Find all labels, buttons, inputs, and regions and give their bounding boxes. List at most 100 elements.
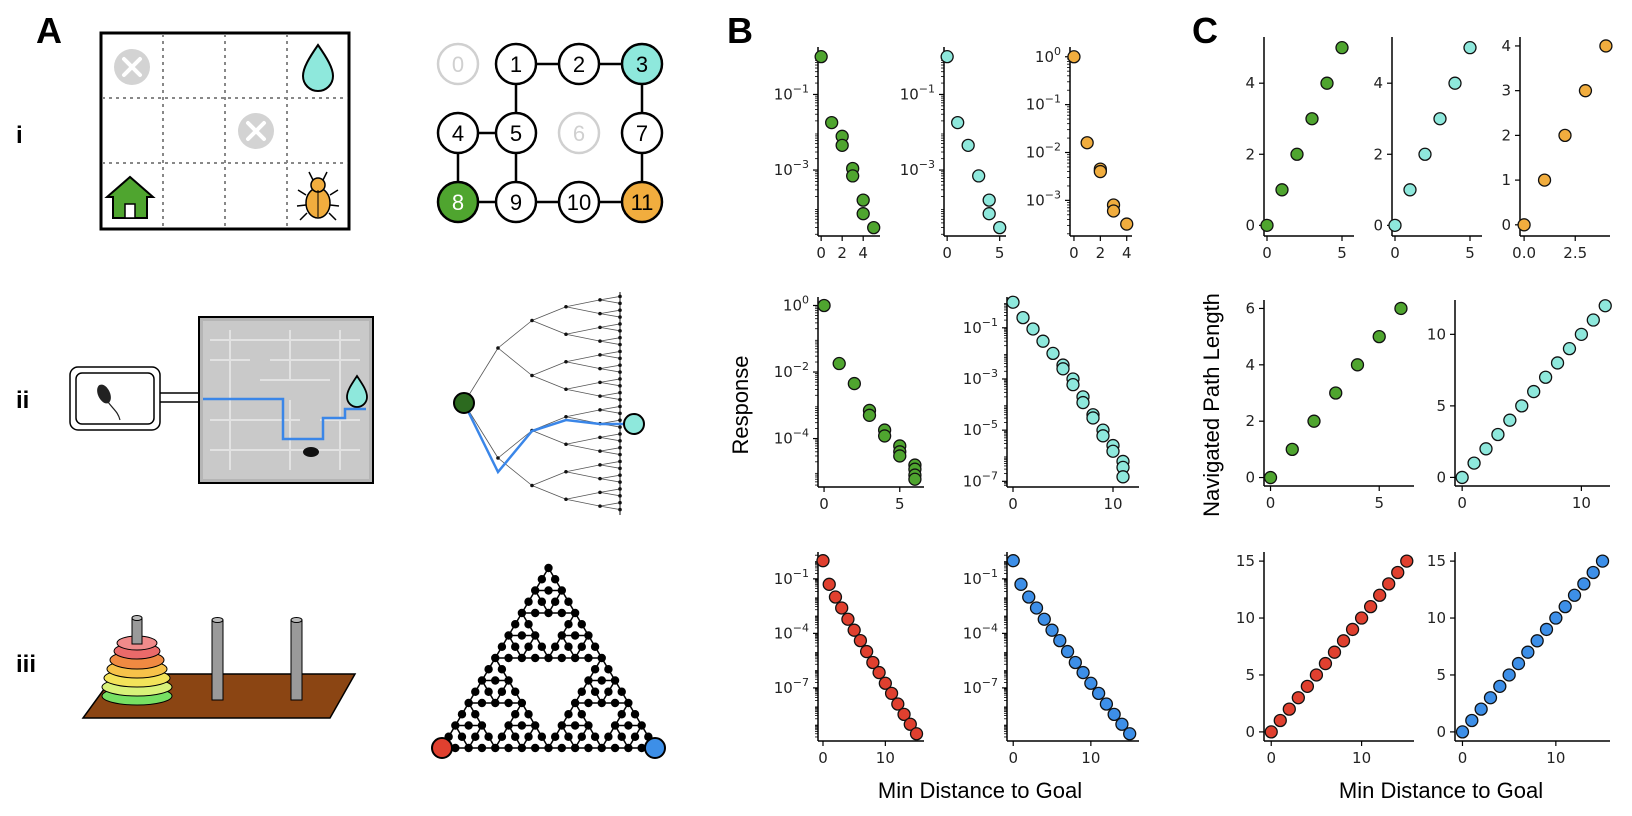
sierpinski-node xyxy=(511,687,520,696)
sierpinski-node xyxy=(584,743,593,753)
sierpinski-node xyxy=(557,586,567,595)
y-tick-label: 10−1 xyxy=(900,82,935,103)
panel-label-b: B xyxy=(727,10,753,51)
data-point xyxy=(1291,691,1305,705)
data-point xyxy=(1022,590,1036,604)
y-tick-label: 2 xyxy=(1245,145,1255,163)
y-tick-label: 10−4 xyxy=(963,621,998,642)
sierpinski-node xyxy=(464,698,473,708)
sierpinski-node xyxy=(537,597,547,606)
data-point xyxy=(1318,656,1333,671)
tree-edge xyxy=(531,471,567,486)
sierpinski-node xyxy=(564,642,573,651)
tree-edge xyxy=(531,485,567,500)
data-point xyxy=(1483,691,1498,705)
x-tick-label: 4 xyxy=(1122,244,1132,262)
panel-label-a: A xyxy=(36,10,62,51)
data-point xyxy=(1577,577,1591,591)
sierpinski-node xyxy=(637,743,646,753)
data-point xyxy=(1558,600,1572,614)
sierpinski-node xyxy=(617,732,626,741)
tree-node xyxy=(598,449,602,453)
graph-node-label: 11 xyxy=(631,190,654,215)
tree-edge xyxy=(565,471,601,480)
sierpinski-node xyxy=(590,732,600,741)
b-ylabel: Response xyxy=(728,355,753,454)
data-point xyxy=(1455,725,1470,739)
y-tick-label: 0 xyxy=(1436,468,1446,486)
data-point xyxy=(1053,633,1067,648)
tree-node xyxy=(496,456,500,460)
data-point xyxy=(1067,50,1081,64)
sierpinski-node xyxy=(624,698,633,708)
sierpinski-node xyxy=(530,653,540,663)
tree-edge xyxy=(497,347,533,376)
charts: 0 2 410−110−30 510−110−30 2 410010−110−210−30… xyxy=(774,37,1613,767)
graph-node-label: 1 xyxy=(510,52,522,77)
graph-node xyxy=(494,180,538,224)
tree-node xyxy=(564,414,568,419)
tree-node xyxy=(598,353,602,357)
data-point xyxy=(856,193,870,207)
data-point xyxy=(1037,612,1051,626)
y-tick-label: 3 xyxy=(1501,82,1511,100)
sierpinski-goal-node xyxy=(644,737,666,759)
sierpinski-node xyxy=(557,631,567,640)
sierpinski-node xyxy=(464,743,473,753)
blocked-icon xyxy=(238,113,274,149)
data-point xyxy=(1123,727,1137,741)
sierpinski-node xyxy=(511,710,520,719)
tree-edge xyxy=(565,361,601,370)
sierpinski-node xyxy=(464,721,473,730)
data-point xyxy=(1433,112,1447,126)
data-point xyxy=(908,472,922,486)
y-tick-label: 15 xyxy=(1236,552,1255,570)
data-point xyxy=(1502,668,1516,682)
sierpinski-node xyxy=(471,710,480,719)
blocked-icon xyxy=(114,49,150,85)
sierpinski-node xyxy=(517,608,527,618)
tree-edge xyxy=(599,351,621,356)
sierpinski-node xyxy=(577,687,586,696)
sierpinski-node xyxy=(537,575,547,584)
sierpinski-node xyxy=(524,597,533,606)
sierpinski-node xyxy=(557,721,567,730)
data-point xyxy=(1586,313,1600,327)
chart-B-iii-1: 0 10 10−1 10−4 10−7 xyxy=(963,552,1139,767)
tree-edge xyxy=(599,433,621,438)
row-label-i: i xyxy=(16,122,23,149)
sierpinski-node xyxy=(564,597,573,606)
y-tick-label: 4 xyxy=(1245,74,1255,92)
tree-edge xyxy=(599,378,621,383)
data-point xyxy=(1599,39,1613,53)
x-tick-label: 2 xyxy=(1096,244,1106,262)
chart-B-i-2: 0 2 4 100 10−1 10−2 10−3 xyxy=(1026,45,1134,262)
data-point xyxy=(1307,414,1321,428)
data-point xyxy=(1086,411,1100,425)
data-point xyxy=(1327,645,1342,659)
y-tick-label: 15 xyxy=(1427,552,1446,570)
data-point xyxy=(903,717,917,731)
graph-node xyxy=(620,111,664,155)
graph-node xyxy=(620,180,664,224)
x-tick-label: 2 xyxy=(837,244,847,262)
x-tick-label: 2.5 xyxy=(1563,244,1587,262)
sierpinski-node xyxy=(564,620,573,629)
sierpinski-node xyxy=(544,743,553,753)
data-point xyxy=(1345,622,1360,637)
data-point xyxy=(1491,427,1505,442)
sierpinski-node xyxy=(511,620,520,629)
x-tick-label: 0 xyxy=(1390,244,1400,262)
data-point xyxy=(1076,665,1090,680)
sierpinski-node xyxy=(597,743,606,753)
tree-edge xyxy=(599,313,621,318)
data-point xyxy=(1373,588,1387,602)
tree-edge xyxy=(599,364,621,370)
sierpinski-node xyxy=(570,608,580,618)
tree-edge xyxy=(565,409,601,418)
sierpinski-node xyxy=(564,710,573,719)
x-tick-label: 5 xyxy=(1465,244,1475,262)
sierpinski-node xyxy=(517,721,527,730)
tree-edge xyxy=(599,406,621,411)
graph-node-label: 2 xyxy=(573,52,585,77)
